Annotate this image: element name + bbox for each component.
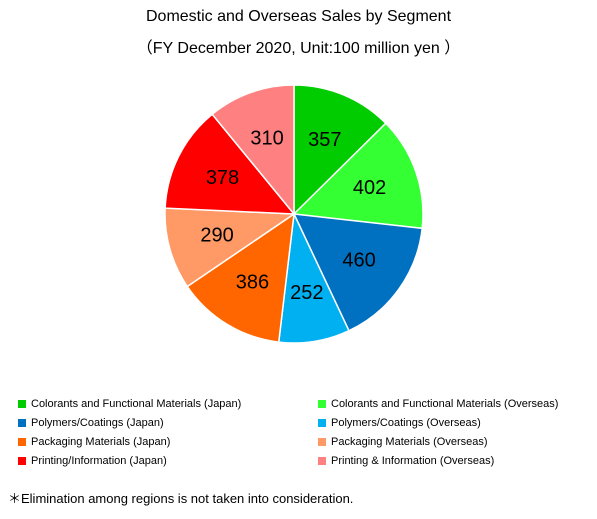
slice-value-label: 460 [342, 250, 375, 272]
pie-slice [292, 213, 424, 332]
pie-slice [186, 212, 295, 343]
legend-label: Printing & Information (Overseas) [331, 455, 495, 467]
slice-value-label: 402 [353, 177, 386, 199]
legend-swatch [318, 457, 326, 465]
legend-swatch [18, 400, 26, 408]
chart-title: Domestic and Overseas Sales by Segment [145, 8, 452, 25]
pie-slice [164, 207, 297, 288]
legend-item: Printing & Information (Overseas) [318, 455, 494, 467]
legend-label: Packaging Materials (Japan) [31, 436, 171, 448]
legend-swatch [18, 457, 26, 465]
footnote: ＊Elimination among regions is not taken … [8, 491, 354, 506]
legend-swatch [18, 438, 26, 446]
slice-value-label: 252 [290, 282, 323, 304]
legend-label: Polymers/Coatings (Overseas) [331, 417, 481, 429]
legend-swatch [18, 419, 26, 427]
legend-label: Polymers/Coatings (Japan) [31, 417, 164, 429]
pie-slice [293, 84, 387, 216]
legend-item: Polymers/Coatings (Japan) [18, 417, 164, 429]
pie-slice [292, 122, 424, 230]
legend-item: Printing/Information (Japan) [18, 455, 167, 467]
legend-item: Colorants and Functional Materials (Japa… [18, 398, 241, 410]
legend-item: Colorants and Functional Materials (Over… [318, 398, 558, 410]
slice-value-label: 386 [236, 271, 269, 293]
pie-slice [211, 84, 295, 217]
pie-slice [164, 113, 296, 215]
legend-label: Packaging Materials (Overseas) [331, 436, 488, 448]
legend-item: Packaging Materials (Overseas) [318, 436, 488, 448]
legend-label: Colorants and Functional Materials (Over… [331, 398, 559, 410]
chart-subtitle: （FY December 2020, Unit:100 million yen … [136, 40, 461, 57]
legend-swatch [318, 438, 326, 446]
slice-value-label: 378 [206, 167, 239, 189]
slice-value-label: 290 [200, 225, 233, 247]
pie-chart: 357 402 460 252 386 290 378 310 [164, 84, 424, 344]
legend-item: Polymers/Coatings (Overseas) [318, 417, 481, 429]
legend-label: Colorants and Functional Materials (Japa… [31, 398, 242, 410]
legend-swatch [318, 419, 326, 427]
legend-item: Packaging Materials (Japan) [18, 436, 170, 448]
slice-value-label: 357 [308, 129, 341, 151]
slice-value-label: 310 [250, 128, 283, 150]
legend-label: Printing/Information (Japan) [31, 455, 167, 467]
legend-swatch [318, 400, 326, 408]
